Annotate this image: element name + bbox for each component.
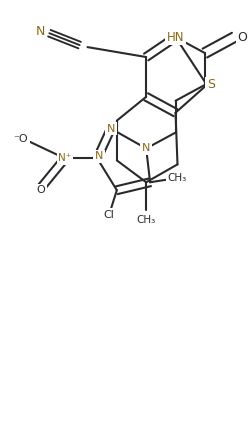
Text: N: N: [95, 151, 103, 161]
Text: N: N: [36, 25, 45, 38]
Text: S: S: [207, 78, 215, 91]
Text: CH₃: CH₃: [136, 215, 156, 225]
Text: O: O: [237, 30, 247, 43]
Text: HN: HN: [167, 30, 184, 43]
Text: O: O: [36, 185, 45, 195]
Text: N: N: [107, 124, 115, 134]
Text: N: N: [142, 143, 150, 154]
Text: Cl: Cl: [104, 210, 115, 220]
Text: ⁻O: ⁻O: [14, 134, 28, 143]
Text: CH₃: CH₃: [168, 173, 187, 183]
Text: N⁺: N⁺: [58, 153, 72, 164]
